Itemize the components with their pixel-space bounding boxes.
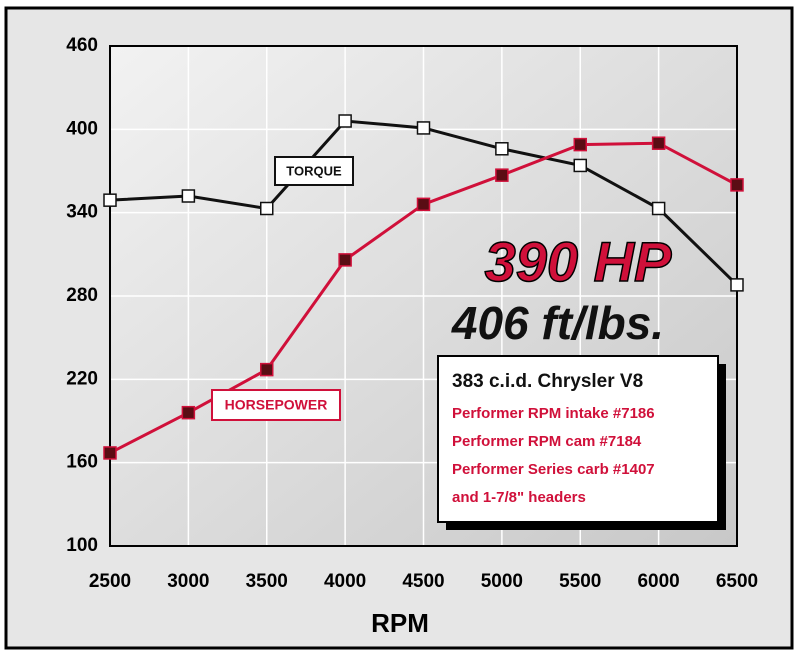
annotation: 406 ft/lbs. [451,297,664,349]
x-tick-label: 5000 [481,571,523,592]
legend-box [211,389,341,421]
data-point [495,168,509,182]
data-point [260,362,274,377]
info-line: Performer RPM intake #7186 [452,405,655,422]
data-point [416,197,431,212]
y-tick-label: 460 [66,35,98,56]
y-tick-label: 160 [66,452,98,473]
y-tick-label: 280 [66,285,98,306]
y-tick-label: 400 [66,118,98,139]
data-point [573,158,587,173]
data-point [651,201,666,216]
data-point [495,142,509,156]
x-tick-label: 4500 [402,571,444,592]
info-line: Performer Series carb #1407 [452,461,655,478]
x-tick-label: 3500 [246,571,288,592]
x-tick-label: 6000 [637,571,679,592]
data-point [573,137,587,152]
data-point [730,178,744,192]
data-point [338,253,352,267]
data-point [181,405,196,420]
data-point [651,136,666,150]
data-point [181,189,196,203]
info-box [437,355,719,523]
x-tick-label: 2500 [89,571,131,592]
x-tick-label: 3000 [167,571,209,592]
legend-label: TORQUE [286,163,342,178]
y-tick-label: 100 [66,535,98,556]
data-point [338,114,352,128]
plot-border [109,45,738,547]
x-tick-label: 5500 [559,571,601,592]
y-tick-label: 220 [66,368,98,389]
annotation: 390 HP [485,230,672,293]
data-point [103,446,117,460]
legend-box [274,156,354,186]
data-point [730,278,744,292]
info-line: Performer RPM cam #7184 [452,433,642,450]
legend-label: HORSEPOWER [225,397,328,413]
x-tick-label: 4000 [324,571,366,592]
x-tick-label: 6500 [716,571,758,592]
info-title: 383 c.i.d. Chrysler V8 [452,371,643,392]
info-line: and 1-7/8" headers [452,489,586,506]
data-point [260,201,274,216]
y-tick-label: 340 [66,202,98,223]
data-point [103,193,117,207]
x-axis-label: RPM [371,608,429,638]
data-point [416,121,431,135]
